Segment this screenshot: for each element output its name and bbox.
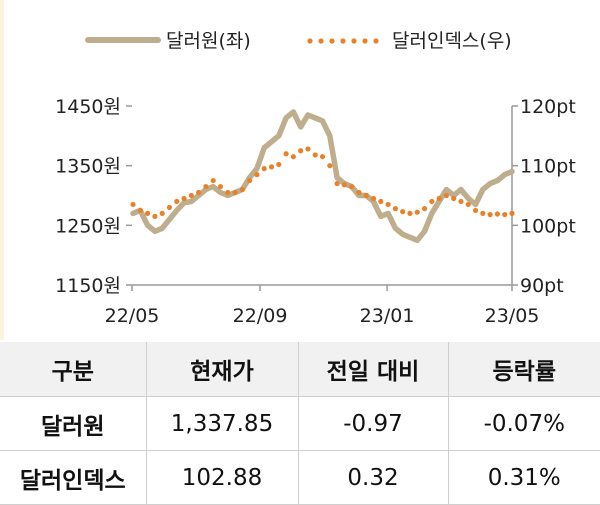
series-line-usd-krw xyxy=(133,112,512,240)
dollar-index-point xyxy=(437,196,442,201)
legend-swatch-dollar-index xyxy=(307,38,312,43)
dollar-index-point xyxy=(356,190,361,195)
x-tick-label: 23/01 xyxy=(360,305,415,327)
x-tick-label: 22/05 xyxy=(105,305,160,327)
dollar-index-point xyxy=(444,193,449,198)
dollar-index-point xyxy=(488,212,493,217)
row-day-change: 0.32 xyxy=(298,451,448,505)
dollar-index-point xyxy=(130,202,135,207)
x-tick-label: 23/05 xyxy=(485,305,540,327)
dollar-index-point xyxy=(502,212,507,217)
dollar-index-point xyxy=(145,211,150,216)
y-right-tick-label: 100pt xyxy=(520,215,576,237)
header-day-change: 전일 대비 xyxy=(298,342,448,397)
y-right-tick-label: 120pt xyxy=(520,96,576,118)
dollar-index-point xyxy=(378,199,383,204)
dollar-index-point xyxy=(240,187,245,192)
dollar-index-point xyxy=(254,172,259,177)
header-category: 구분 xyxy=(0,342,146,397)
dollar-index-point xyxy=(393,206,398,211)
dollar-index-point xyxy=(407,211,412,216)
dollar-index-point xyxy=(320,154,325,159)
dollar-index-point xyxy=(291,154,296,159)
legend-label-dollar-index: 달러인덱스(우) xyxy=(392,30,512,52)
y-left-tick-label: 1250원 xyxy=(55,215,121,237)
legend-swatch-dollar-index xyxy=(340,38,345,43)
table-row: 달러원 1,337.85 -0.97 -0.07% xyxy=(0,397,600,451)
dollar-index-point xyxy=(138,208,143,213)
dollar-index-point xyxy=(196,190,201,195)
row-current-price: 1,337.85 xyxy=(146,397,298,451)
dollar-index-point xyxy=(167,205,172,210)
dollar-index-point xyxy=(305,146,310,151)
dollar-index-point xyxy=(174,199,179,204)
y-right-tick-label: 110pt xyxy=(520,156,576,178)
dollar-index-point xyxy=(415,210,420,215)
dollar-index-point xyxy=(211,178,216,183)
dollar-index-point xyxy=(276,162,281,167)
dollar-index-point xyxy=(466,202,471,207)
dollar-index-point xyxy=(262,166,267,171)
y-right-tick-label: 90pt xyxy=(520,275,564,297)
dollar-index-point xyxy=(152,214,157,219)
dollar-index-point xyxy=(509,211,514,216)
row-change-rate: -0.07% xyxy=(448,397,600,451)
y-left-tick-label: 1350원 xyxy=(55,156,121,178)
row-day-change: -0.97 xyxy=(298,397,448,451)
table-header-row: 구분 현재가 전일 대비 등락률 xyxy=(0,342,600,397)
dollar-index-point xyxy=(225,190,230,195)
dollar-index-point xyxy=(189,193,194,198)
row-name: 달러인덱스 xyxy=(0,451,146,505)
legend-swatch-dollar-index xyxy=(351,38,356,43)
dollar-index-point xyxy=(298,148,303,153)
row-name: 달러원 xyxy=(0,397,146,451)
row-current-price: 102.88 xyxy=(146,451,298,505)
dollar-index-point xyxy=(160,211,165,216)
header-change-rate: 등락률 xyxy=(448,342,600,397)
dollar-index-point xyxy=(342,182,347,187)
dollar-index-point xyxy=(327,163,332,168)
legend-swatch-dollar-index xyxy=(318,38,323,43)
exchange-rate-chart: 달러원(좌) 달러인덱스(우) 1450원 1350원 1250원 1150원 120pt… xyxy=(0,0,600,340)
dollar-index-point xyxy=(400,209,405,214)
dollar-index-point xyxy=(386,202,391,207)
table-row: 달러인덱스 102.88 0.32 0.31% xyxy=(0,451,600,505)
dollar-index-point xyxy=(480,211,485,216)
dollar-index-point xyxy=(218,184,223,189)
dollar-index-point xyxy=(422,206,427,211)
dollar-index-point xyxy=(458,199,463,204)
chart-area: 달러원(좌) 달러인덱스(우) 1450원 1350원 1250원 1150원 120pt… xyxy=(0,0,600,340)
dollar-index-point xyxy=(334,181,339,186)
dollar-index-point xyxy=(473,208,478,213)
dollar-index-point xyxy=(495,211,500,216)
dollar-index-point xyxy=(429,199,434,204)
dollar-index-point xyxy=(269,164,274,169)
legend-swatch-dollar-index xyxy=(329,38,334,43)
row-change-rate: 0.31% xyxy=(448,451,600,505)
legend-swatch-dollar-index xyxy=(373,38,378,43)
quote-table: 구분 현재가 전일 대비 등락률 달러원 1,337.85 -0.97 -0.0… xyxy=(0,342,600,505)
dollar-index-point xyxy=(247,178,252,183)
dollar-index-point xyxy=(364,193,369,198)
dollar-index-point xyxy=(451,196,456,201)
dollar-index-point xyxy=(181,196,186,201)
header-current-price: 현재가 xyxy=(146,342,298,397)
legend-label-usd-krw: 달러원(좌) xyxy=(166,30,251,52)
dollar-index-point xyxy=(232,190,237,195)
y-left-tick-label: 1150원 xyxy=(55,275,121,297)
dollar-index-point xyxy=(349,184,354,189)
dollar-index-point xyxy=(203,184,208,189)
dollar-index-point xyxy=(283,151,288,156)
dollar-index-point xyxy=(371,196,376,201)
y-left-tick-label: 1450원 xyxy=(55,96,121,118)
legend-swatch-dollar-index xyxy=(362,38,367,43)
dollar-index-point xyxy=(313,152,318,157)
x-tick-label: 22/09 xyxy=(233,305,288,327)
